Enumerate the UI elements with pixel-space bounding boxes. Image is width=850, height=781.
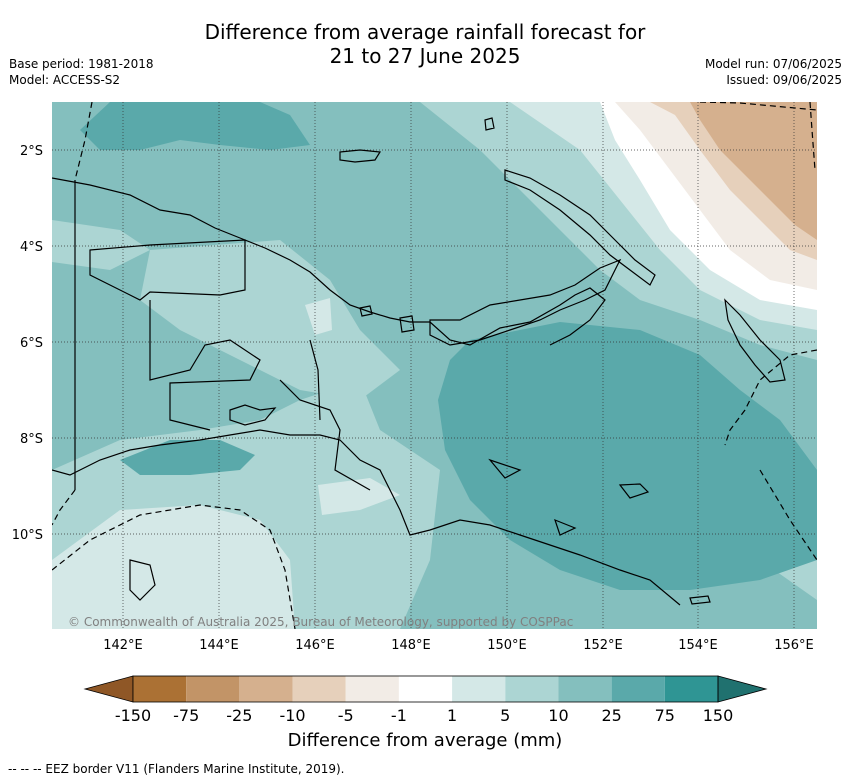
- lat-tick: 4°S: [20, 240, 43, 255]
- band-10-25-southwest: [120, 440, 255, 475]
- lat-tick: 6°S: [20, 336, 43, 351]
- model-run-text: Model run: 07/06/2025: [704, 57, 842, 71]
- map-title: Difference from average rainfall forecas…: [0, 20, 850, 68]
- credit-text: © Commonwealth of Australia 2025, Bureau…: [68, 615, 573, 629]
- issued-text: Issued: 09/06/2025: [726, 73, 842, 87]
- colorbar-segment: [186, 676, 240, 702]
- lon-tick: 144°E: [199, 638, 239, 653]
- lon-tick: 142°E: [103, 638, 143, 653]
- colorbar-tick-label: -75: [173, 706, 199, 725]
- colorbar: -150 -75 -25 -10 -5 -1 1 5 10 25 75 150: [83, 675, 768, 725]
- colorbar-tick-label: 25: [601, 706, 621, 725]
- lon-tick: 152°E: [583, 638, 623, 653]
- lon-tick: 148°E: [391, 638, 431, 653]
- colorbar-tick-label: -10: [279, 706, 305, 725]
- colorbar-tick-label: -150: [115, 706, 151, 725]
- title-line-2: 21 to 27 June 2025: [329, 44, 521, 68]
- colorbar-frame: [132, 675, 719, 703]
- meta-left: Base period: 1981-2018 Model: ACCESS-S2: [9, 56, 154, 88]
- lat-tick: 10°S: [12, 528, 43, 543]
- colorbar-segment: [611, 676, 665, 702]
- band-neg1-1-southwest: [52, 505, 295, 629]
- band-10-25-southeast: [438, 322, 817, 590]
- colorbar-segment: [452, 676, 506, 702]
- colorbar-segment: [398, 676, 453, 702]
- band-10-25-northwest: [80, 102, 310, 150]
- colorbar-tick-label: 75: [655, 706, 675, 725]
- base-period-text: Base period: 1981-2018: [9, 57, 154, 71]
- band-neg1-1-patch2: [305, 298, 332, 335]
- colorbar-tick-label: 1: [447, 706, 457, 725]
- lon-tick: 146°E: [295, 638, 335, 653]
- band-neg1-1-patch: [318, 478, 400, 515]
- colorbar-segment: [133, 676, 187, 702]
- colorbar-over-arrow: [717, 675, 768, 703]
- colorbar-segment: [345, 676, 399, 702]
- lat-tick: 8°S: [20, 432, 43, 447]
- band-1-5-west: [52, 220, 150, 270]
- band-1-5-central: [140, 240, 400, 400]
- colorbar-under-arrow: [83, 675, 134, 703]
- colorbar-segment: [558, 676, 612, 702]
- colorbar-segment: [664, 676, 718, 702]
- model-text: Model: ACCESS-S2: [9, 73, 121, 87]
- colorbar-tick-label: 150: [703, 706, 734, 725]
- lat-ticks: 2°S 4°S 6°S 8°S 10°S: [12, 144, 43, 543]
- colorbar-segment: [505, 676, 559, 702]
- band-neg25-neg10: [690, 102, 817, 240]
- graticule: [52, 102, 817, 629]
- colorbar-tick-label: 10: [548, 706, 568, 725]
- eez-borders: [52, 102, 817, 629]
- title-line-1: Difference from average rainfall forecas…: [204, 20, 646, 44]
- colorbar-label: Difference from average (mm): [287, 730, 563, 751]
- lon-tick: 150°E: [487, 638, 527, 653]
- coastlines: [52, 117, 786, 606]
- colorbar-tick-label: -1: [391, 706, 407, 725]
- colorbar-segment: [239, 676, 293, 702]
- lat-tick: 2°S: [20, 144, 43, 159]
- eez-legend-text: -- -- -- EEZ border V11 (Flanders Marine…: [8, 762, 345, 776]
- colorbar-segment: [292, 676, 346, 702]
- rainfall-map: [52, 102, 817, 629]
- meta-right: Model run: 07/06/2025 Issued: 09/06/2025: [705, 56, 842, 88]
- colorbar-tick-label: -5: [338, 706, 354, 725]
- lon-tick: 156°E: [774, 638, 814, 653]
- colorbar-tick-label: -25: [226, 706, 252, 725]
- lon-ticks: 142°E 144°E 146°E 148°E 150°E 152°E 154°…: [103, 638, 814, 653]
- colorbar-tick-label: 5: [500, 706, 510, 725]
- lon-tick: 154°E: [678, 638, 718, 653]
